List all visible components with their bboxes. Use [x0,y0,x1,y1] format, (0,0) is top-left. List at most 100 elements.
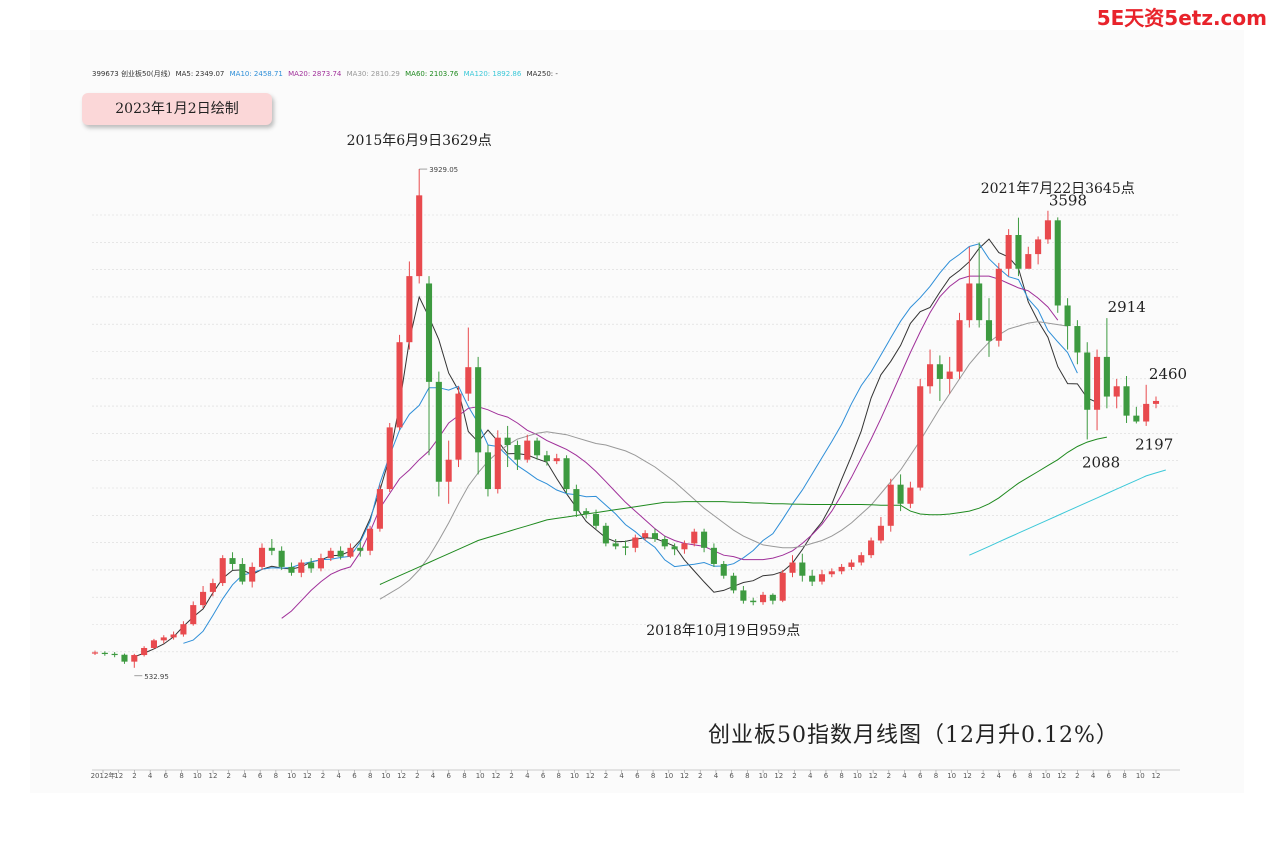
candle [1113,378,1120,409]
x-tick-label: 4 [525,772,530,780]
candle [563,455,570,494]
candle-body [1005,234,1012,269]
candle [91,650,99,656]
candle [769,593,776,605]
candle [180,621,187,637]
candle [239,558,246,585]
legend-ma20: MA20: 2873.74 [288,70,342,78]
candle-body [769,594,776,601]
candle-body [298,562,305,573]
candle [927,349,934,394]
x-tick-label: 4 [1091,772,1096,780]
candle [651,528,659,542]
candle-body [1064,305,1071,327]
candle [553,453,560,465]
candle [966,246,973,328]
date-badge: 2023年1月2日绘制 [82,93,272,125]
candle-body [976,283,983,321]
x-tick-label: 6 [635,772,640,780]
candle [1025,246,1032,269]
candle-body [1044,220,1051,240]
candles [91,169,1160,668]
candle-body [121,654,128,662]
candle [1103,318,1110,409]
candle-body [917,386,924,488]
candle [936,355,943,401]
extreme-label: 532.95 [144,673,169,681]
x-tick-label: 10 [193,772,202,780]
x-tick-label: 12 [1057,772,1066,780]
candle [779,569,786,603]
candle-body [386,427,393,490]
candle-body [759,594,767,603]
x-tick-label: 4 [337,772,342,780]
candle [1143,384,1150,426]
candle-body [190,605,197,625]
candle-body [150,640,157,648]
candle-body [828,571,835,575]
candle-body [327,550,334,559]
x-tick-label: 2 [321,772,325,780]
x-tick-label: 2 [132,772,136,780]
candle [337,546,344,560]
candle [425,276,433,456]
candle-body [416,195,423,277]
x-tick-label: 12 [774,772,783,780]
candle [170,631,177,640]
candle [868,537,875,559]
x-tick-label: 12 [586,772,595,780]
candle-body [170,634,177,638]
candle [111,652,118,658]
x-tick-label: 4 [997,772,1002,780]
candle [229,552,236,570]
x-tick-label: 8 [934,772,938,780]
x-tick-label: 4 [902,772,907,780]
candle [406,261,413,350]
ma-line-ma10 [183,243,1078,644]
candle-body [651,533,659,540]
candle-body [848,562,855,567]
candle [209,578,216,597]
candle [504,425,511,468]
x-tick-label: 4 [148,772,153,780]
candle-body [799,562,806,576]
candle [612,539,619,550]
candle-body [592,514,600,526]
x-tick-label: 8 [1122,772,1126,780]
x-tick-label: 8 [274,772,278,780]
ma-line-ma30 [379,321,1068,600]
candle [632,534,639,553]
x-tick-label: 2 [415,772,419,780]
candle-body [818,574,826,582]
candle-body [1133,415,1140,422]
x-tick-label: 10 [1042,772,1051,780]
candle [956,312,963,379]
candle [396,334,403,431]
candle-body [789,562,796,573]
candle-body [897,484,904,504]
candle [258,543,266,570]
candle [877,516,884,544]
x-tick-label: 4 [431,772,436,780]
candle [907,481,914,509]
candle-body [553,458,560,462]
candle-body [308,562,315,569]
x-tick-label: 12 [397,772,406,780]
candle [750,597,757,606]
candle-body [936,364,943,379]
candle-body [602,525,609,544]
candle-body [465,367,472,394]
x-tick-label: 8 [839,772,843,780]
annotation-label: 2015年6月9日3629点 [347,133,492,149]
candle [327,547,334,562]
legend-code-label: 399673 创业板50(月线) [92,70,171,78]
candle [249,562,256,588]
candle [710,543,717,567]
candle-body [455,393,462,460]
candle-body [347,547,354,557]
candle-body [1035,239,1042,255]
candle [1133,406,1140,424]
candle [141,646,148,657]
x-tick-label: 6 [258,772,263,780]
candle [602,522,609,547]
